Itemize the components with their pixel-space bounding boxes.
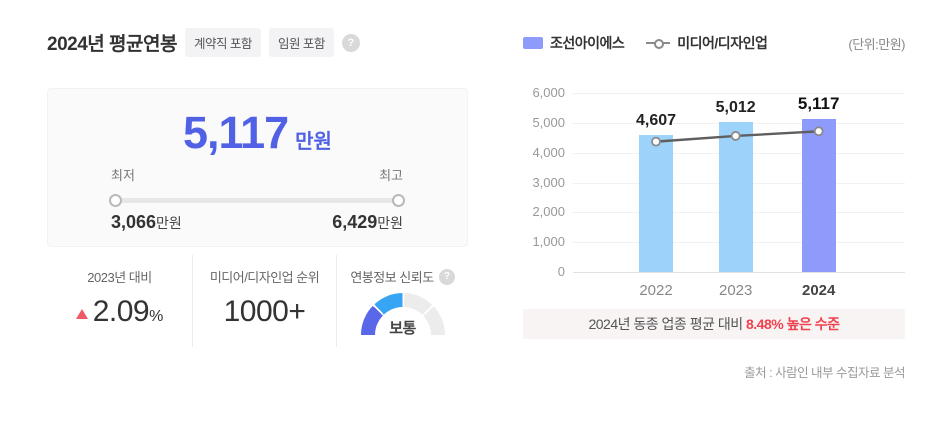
stat-rank-label: 미디어/디자인업 순위 [209,270,320,285]
stat-rank-value-row: 1000+ [224,295,306,329]
bar-2022 [639,134,673,272]
chart-unit-note: (단위:만원) [848,36,905,52]
industry-average-line [651,126,824,147]
average-salary-value: 5,117 [183,107,289,158]
stat-yoy-change: 2023년 대비 2.09 % [47,255,193,347]
stat-yoy-label: 2023년 대비 [87,270,152,285]
bar-value-label: 4,607 [635,111,677,129]
gridline [573,93,905,94]
trust-help-icon[interactable]: ? [438,268,455,285]
average-salary-card: 5,117 만원 최저 최고 3,066만원 6,429만원 [47,88,468,247]
max-salary-value: 6,429 [332,212,378,232]
bar-value-label: 5,117 [797,94,840,114]
stat-industry-rank: 미디어/디자인업 순위 1000+ [193,255,337,347]
line-swatch-icon [646,38,671,49]
salary-trend-chart: 0 1,000 2,000 3,000 4,000 5,000 6,000 4,607 5,0… [523,85,905,300]
slider-handle-min [109,194,122,207]
y-axis-tick: 3,000 [532,174,565,190]
page-title: 2024년 평균연봉 [47,34,177,55]
stat-trust-level: 연봉정보 신뢰도 ? 보통 [337,255,468,347]
tag-contract-included: 계약직 포함 [184,28,261,57]
salary-range-labels: 최저 최고 [111,165,403,184]
bar-value-label: 5,012 [715,99,756,117]
max-label: 최고 [379,168,403,183]
up-triangle-icon [75,309,88,319]
average-salary-unit: 만원 [295,131,332,153]
y-axis-tick: 6,000 [532,85,565,100]
average-salary-value-row: 5,117 만원 [48,107,467,159]
y-axis-tick: 1,000 [532,234,565,250]
tag-executives-included: 임원 포함 [268,28,334,57]
legend-industry-label: 미디어/디자인업 [677,35,768,51]
slider-handle-max [392,194,405,207]
trust-gauge: 보통 [360,293,445,337]
comparison-banner: 2024년 동종 업종 평균 대비 8.48% 높은 수준 [523,309,905,339]
help-icon[interactable]: ? [341,33,360,52]
x-axis-label-2022: 2022 [639,282,673,299]
bar-swatch-icon [523,37,543,49]
chart-legend: 조선아이에스 미디어/디자인업 (단위:만원) [523,33,905,53]
min-salary: 3,066만원 [111,212,182,233]
legend-company-label: 조선아이에스 [550,35,625,51]
stats-row: 2023년 대비 2.09 % 미디어/디자인업 순위 1000+ 연봉정보 신… [47,255,468,347]
x-axis-label-2024: 2024 [801,282,836,299]
salary-range-values: 3,066만원 6,429만원 [111,212,403,233]
comparison-banner-text: 2024년 동종 업종 평균 대비 [588,316,746,332]
salary-range-track [109,193,405,207]
min-salary-value: 3,066 [111,212,157,232]
data-source-note: 출처 : 사람인 내부 수집자료 분석 [744,366,905,380]
salary-range: 최저 최고 3,066만원 6,429만원 [109,165,405,233]
min-salary-unit: 만원 [156,215,182,231]
stat-rank-value: 1000+ [223,295,306,328]
comparison-banner-highlight: 8.48% 높은 수준 [746,316,840,332]
plot-area: 4,607 5,012 5,117 [573,93,905,273]
bar-2024 [801,119,836,272]
bar-2023 [718,122,753,272]
slider-track [114,198,400,203]
min-label: 최저 [111,168,135,183]
y-axis-tick: 4,000 [532,144,565,160]
stat-yoy-suffix: % [149,307,164,325]
y-axis-tick: 0 [557,264,565,279]
legend-item-industry[interactable]: 미디어/디자인업 [646,33,768,53]
stat-yoy-value-row: 2.09 % [75,295,164,329]
trust-gauge-text: 보통 [389,320,416,337]
y-axis-tick: 2,000 [532,204,565,220]
max-salary-unit: 만원 [377,215,403,231]
x-axis: 2022 2023 2024 [523,282,905,300]
y-axis-tick: 5,000 [532,114,565,130]
salary-header: 2024년 평균연봉 계약직 포함 임원 포함 ? [47,28,468,57]
legend-item-company[interactable]: 조선아이에스 [523,33,625,53]
x-axis-label-2023: 2023 [718,282,753,299]
stat-trust-label-text: 연봉정보 신뢰도 [350,270,434,285]
stat-yoy-value: 2.09 [92,295,150,328]
max-salary: 6,429만원 [332,212,403,233]
gridline [573,272,905,273]
stat-trust-label: 연봉정보 신뢰도 ? [350,267,455,286]
y-axis: 0 1,000 2,000 3,000 4,000 5,000 6,000 [523,85,565,279]
